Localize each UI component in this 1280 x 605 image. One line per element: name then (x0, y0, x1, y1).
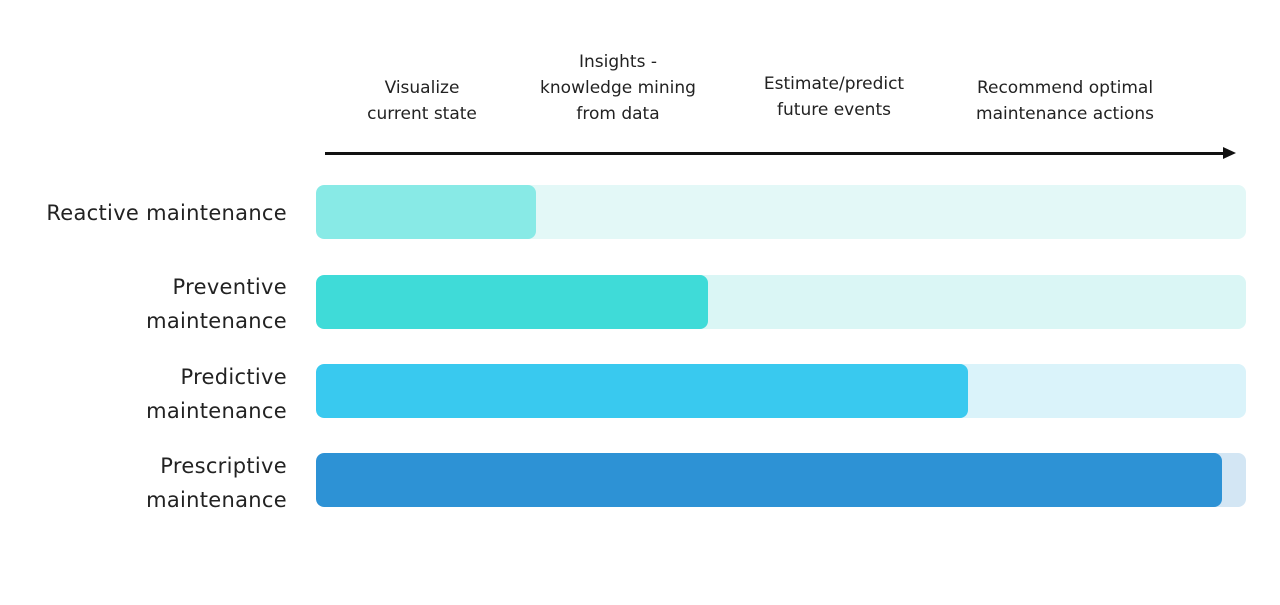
row-label-predictive: Predictive maintenance (146, 365, 287, 423)
row-label-prescriptive: Prescriptive maintenance (146, 454, 287, 512)
bar-fill-preventive (316, 275, 708, 329)
progression-axis-arrowhead (1223, 147, 1236, 159)
bar-track-predictive (316, 364, 1246, 418)
bar-track-prescriptive (316, 453, 1246, 507)
row-label-reactive: Reactive maintenance (46, 201, 287, 225)
bar-track-preventive (316, 275, 1246, 329)
row-label-preventive: Preventive maintenance (146, 275, 287, 333)
stage-label-recommend: Recommend optimal maintenance actions (976, 78, 1154, 124)
bar-fill-predictive (316, 364, 968, 418)
bar-track-reactive (316, 185, 1246, 239)
stage-label-insights: Insights - knowledge mining from data (540, 52, 696, 124)
progression-axis-line (325, 152, 1225, 155)
bar-fill-reactive (316, 185, 537, 239)
bar-fill-prescriptive (316, 453, 1222, 507)
stage-label-estimate: Estimate/predict future events (763, 74, 905, 120)
stage-label-visualize: Visualize current state (367, 78, 477, 124)
